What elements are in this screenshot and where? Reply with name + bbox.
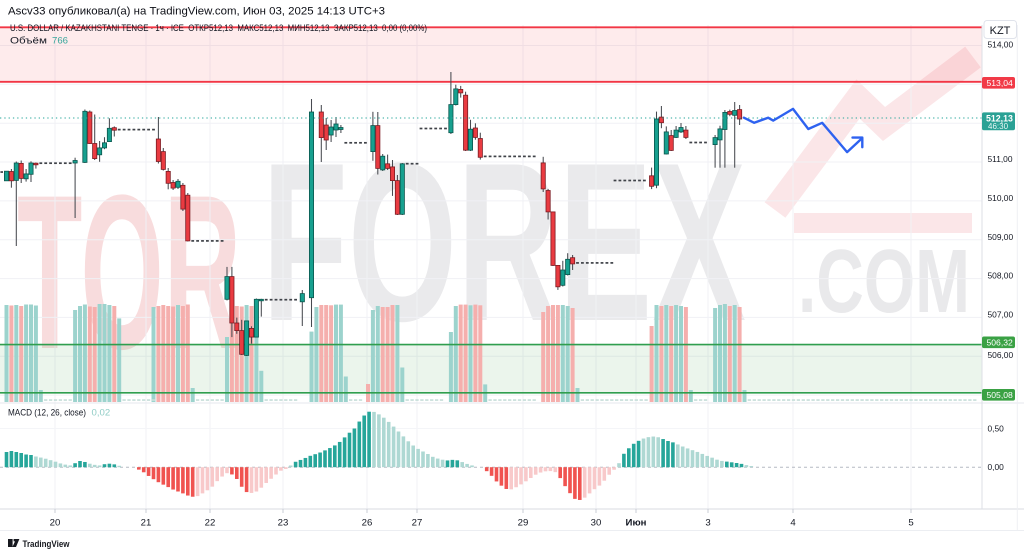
svg-text:U.S. DOLLAR / KAZAKHSTANI TENG: U.S. DOLLAR / KAZAKHSTANI TENGE · 1ч · I… — [10, 22, 427, 33]
svg-text:4: 4 — [790, 517, 796, 528]
svg-text:Объём: Объём — [10, 35, 47, 46]
svg-text:22: 22 — [205, 517, 216, 528]
svg-text:TOR: TOR — [17, 149, 241, 395]
svg-text:29: 29 — [518, 517, 529, 528]
svg-text:510,00: 510,00 — [988, 193, 1014, 203]
svg-text:511,00: 511,00 — [988, 154, 1013, 164]
svg-text:3: 3 — [705, 517, 710, 528]
svg-text:513,04: 513,04 — [987, 78, 1014, 88]
svg-text:505,08: 505,08 — [987, 390, 1014, 400]
svg-text:Июн: Июн — [626, 517, 647, 528]
svg-text:0,50: 0,50 — [988, 424, 1005, 434]
svg-text:26: 26 — [362, 517, 373, 528]
svg-text:21: 21 — [141, 517, 152, 528]
svg-text:507,00: 507,00 — [988, 309, 1014, 319]
svg-text:766: 766 — [52, 35, 68, 46]
svg-text:506,32: 506,32 — [987, 337, 1014, 347]
svg-text:KZT: KZT — [990, 25, 1011, 37]
svg-text:20: 20 — [50, 517, 61, 528]
svg-text:514,00: 514,00 — [988, 40, 1014, 50]
svg-text:46:30: 46:30 — [988, 122, 1009, 131]
svg-text:MACD (12, 26, close): MACD (12, 26, close) — [8, 407, 86, 418]
svg-text:512,13: 512,13 — [986, 114, 1013, 124]
svg-text:TradingView: TradingView — [23, 539, 71, 550]
svg-text:0,00: 0,00 — [988, 462, 1005, 472]
svg-text:508,00: 508,00 — [988, 270, 1014, 280]
svg-text:30: 30 — [591, 517, 602, 528]
svg-text:27: 27 — [412, 517, 423, 528]
svg-text:Ascv33 опубликовал(а) на Tradi: Ascv33 опубликовал(а) на TradingView.com… — [8, 6, 385, 18]
svg-text:5: 5 — [908, 517, 913, 528]
svg-text:.COM: .COM — [798, 232, 970, 332]
svg-text:509,00: 509,00 — [988, 232, 1014, 242]
svg-text:506,00: 506,00 — [988, 350, 1014, 360]
svg-text:0,02: 0,02 — [92, 407, 111, 418]
svg-text:23: 23 — [278, 517, 289, 528]
